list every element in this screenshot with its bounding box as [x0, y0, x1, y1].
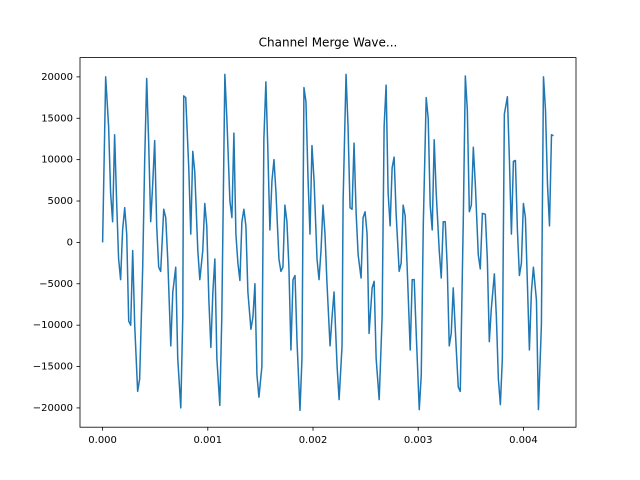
x-tick-label: 0.002: [299, 435, 328, 446]
y-tick-label: −10000: [33, 320, 73, 331]
y-tick-label: −5000: [39, 279, 73, 290]
x-tick-label: 0.003: [404, 435, 433, 446]
y-tick-label: −15000: [33, 362, 73, 373]
x-tick-label: 0.000: [88, 435, 117, 446]
data-line: [101, 73, 554, 412]
y-tick-label: 15000: [41, 113, 73, 124]
y-tick-label: 20000: [41, 72, 73, 83]
chart-title: Channel Merge Wave...: [259, 36, 398, 50]
y-tick-label: 0: [67, 237, 73, 248]
y-tick-label: 10000: [41, 155, 73, 166]
x-tick-label: 0.004: [509, 435, 538, 446]
axes-frame: [79, 57, 577, 428]
x-tick-label: 0.001: [193, 435, 222, 446]
y-tick-label: 5000: [48, 196, 73, 207]
y-tick-label: −20000: [33, 403, 73, 414]
